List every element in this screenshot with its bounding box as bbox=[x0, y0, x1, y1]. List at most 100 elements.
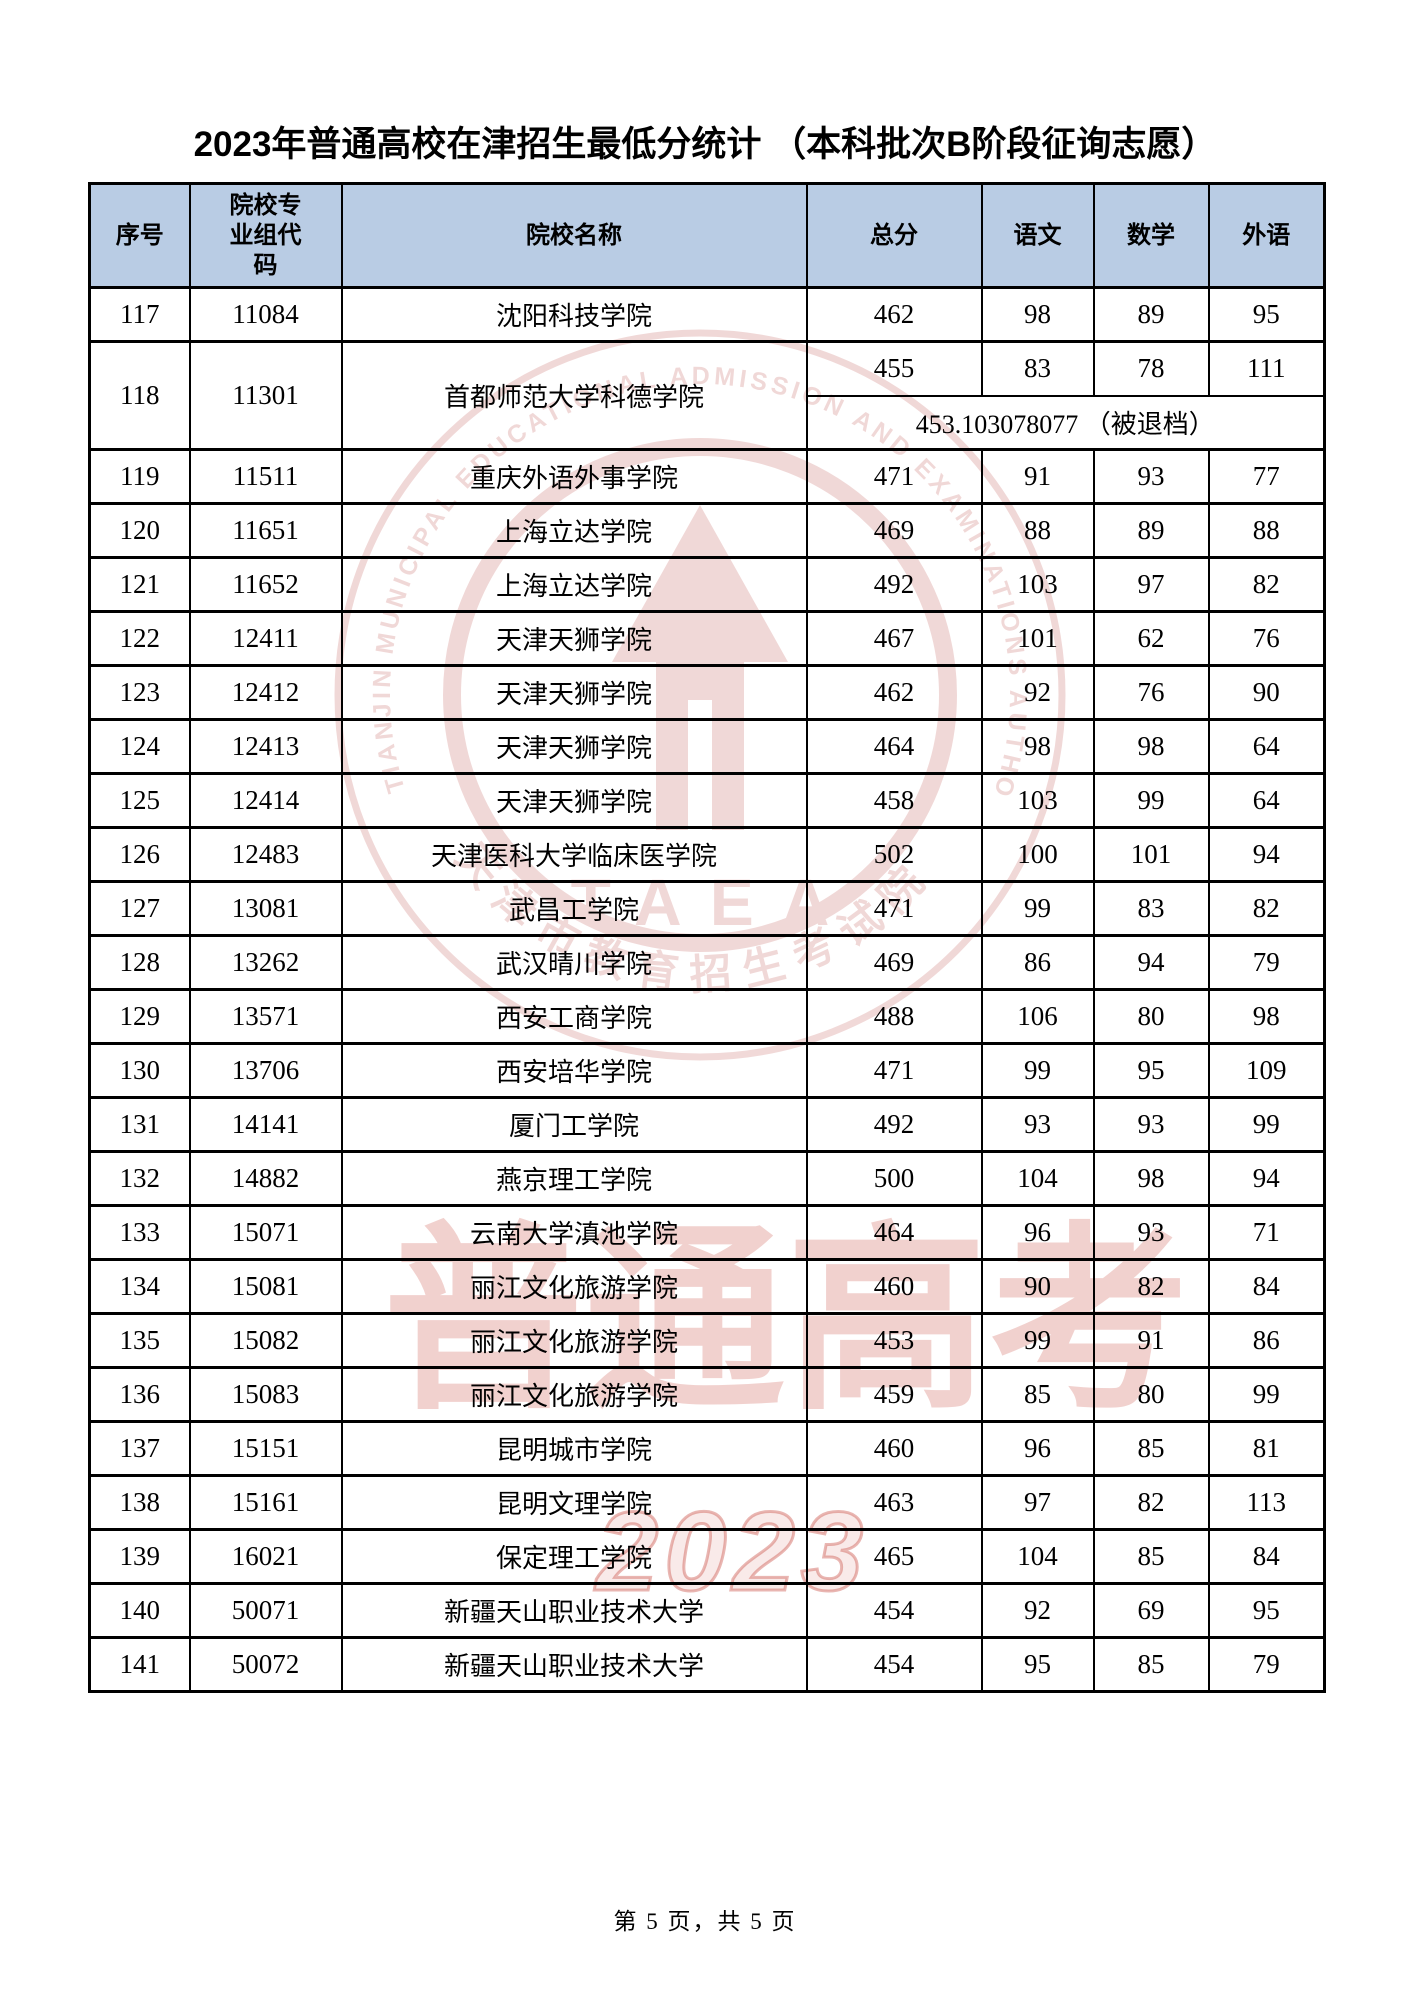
cell-foreign: 109 bbox=[1207, 1042, 1326, 1099]
header-total: 总分 bbox=[805, 182, 983, 289]
cell-name: 沈阳科技学院 bbox=[340, 286, 808, 343]
cell-foreign: 86 bbox=[1207, 1312, 1326, 1369]
table-row: 139 16021 保定理工学院 465 104 85 84 bbox=[88, 1528, 1326, 1585]
page-title: 2023年普通高校在津招生最低分统计 （本科批次B阶段征询志愿） bbox=[193, 125, 1217, 164]
cell-code: 13081 bbox=[188, 880, 343, 937]
cell-foreign: 64 bbox=[1207, 718, 1326, 775]
cell-chinese: 101 bbox=[980, 610, 1095, 667]
cell-total: 469 bbox=[805, 934, 983, 991]
cell-code: 12412 bbox=[188, 664, 343, 721]
cell-no: 122 bbox=[88, 610, 191, 667]
cell-name: 保定理工学院 bbox=[340, 1528, 808, 1585]
cell-name: 丽江文化旅游学院 bbox=[340, 1258, 808, 1315]
cell-total: 455 bbox=[805, 340, 983, 397]
cell-foreign: 77 bbox=[1207, 448, 1326, 505]
cell-math: 89 bbox=[1092, 502, 1210, 559]
cell-total: 458 bbox=[805, 772, 983, 829]
table-row: 120 11651 上海立达学院 469 88 89 88 bbox=[88, 502, 1326, 559]
cell-code: 12411 bbox=[188, 610, 343, 667]
cell-no: 124 bbox=[88, 718, 191, 775]
cell-total: 500 bbox=[805, 1150, 983, 1207]
cell-math: 85 bbox=[1092, 1636, 1210, 1693]
cell-chinese: 93 bbox=[980, 1096, 1095, 1153]
cell-chinese: 99 bbox=[980, 1042, 1095, 1099]
cell-no: 134 bbox=[88, 1258, 191, 1315]
cell-code: 11511 bbox=[188, 448, 343, 505]
table-row: 117 11084 沈阳科技学院 462 98 89 95 bbox=[88, 286, 1326, 343]
cell-total: 464 bbox=[805, 1204, 983, 1261]
cell-no: 137 bbox=[88, 1420, 191, 1477]
cell-math: 93 bbox=[1092, 1096, 1210, 1153]
cell-math: 93 bbox=[1092, 448, 1210, 505]
table-row: 131 14141 厦门工学院 492 93 93 99 bbox=[88, 1096, 1326, 1153]
cell-total: 454 bbox=[805, 1582, 983, 1639]
cell-math: 97 bbox=[1092, 556, 1210, 613]
cell-total: 465 bbox=[805, 1528, 983, 1585]
cell-math: 98 bbox=[1092, 1150, 1210, 1207]
cell-name: 武昌工学院 bbox=[340, 880, 808, 937]
cell-no: 133 bbox=[88, 1204, 191, 1261]
header-no: 序号 bbox=[88, 182, 191, 289]
page-number: 第 5 页，共 5 页 bbox=[613, 1909, 797, 1934]
table-row: 132 14882 燕京理工学院 500 104 98 94 bbox=[88, 1150, 1326, 1207]
cell-chinese: 83 bbox=[980, 340, 1095, 397]
header-foreign: 外语 bbox=[1207, 182, 1326, 289]
cell-name: 天津天狮学院 bbox=[340, 610, 808, 667]
cell-code: 13262 bbox=[188, 934, 343, 991]
cell-name: 新疆天山职业技术大学 bbox=[340, 1636, 808, 1693]
cell-code: 15151 bbox=[188, 1420, 343, 1477]
table-body: 117 11084 沈阳科技学院 462 98 89 95 118 11301 … bbox=[88, 286, 1326, 1693]
cell-name: 重庆外语外事学院 bbox=[340, 448, 808, 505]
cell-chinese: 90 bbox=[980, 1258, 1095, 1315]
cell-name: 西安培华学院 bbox=[340, 1042, 808, 1099]
cell-name: 昆明文理学院 bbox=[340, 1474, 808, 1531]
cell-no: 121 bbox=[88, 556, 191, 613]
cell-code: 12413 bbox=[188, 718, 343, 775]
cell-note: 453.103078077 （被退档） bbox=[805, 394, 1326, 451]
cell-chinese: 92 bbox=[980, 664, 1095, 721]
table-row: 128 13262 武汉晴川学院 469 86 94 79 bbox=[88, 934, 1326, 991]
table-row: 121 11652 上海立达学院 492 103 97 82 bbox=[88, 556, 1326, 613]
cell-no: 118 bbox=[88, 340, 191, 451]
cell-chinese: 98 bbox=[980, 718, 1095, 775]
cell-foreign: 79 bbox=[1207, 1636, 1326, 1693]
table-row: 130 13706 西安培华学院 471 99 95 109 bbox=[88, 1042, 1326, 1099]
cell-math: 85 bbox=[1092, 1528, 1210, 1585]
cell-no: 135 bbox=[88, 1312, 191, 1369]
cell-no: 126 bbox=[88, 826, 191, 883]
table-row: 135 15082 丽江文化旅游学院 453 99 91 86 bbox=[88, 1312, 1326, 1369]
cell-code: 11652 bbox=[188, 556, 343, 613]
cell-math: 80 bbox=[1092, 1366, 1210, 1423]
cell-total: 464 bbox=[805, 718, 983, 775]
cell-chinese: 100 bbox=[980, 826, 1095, 883]
cell-math: 95 bbox=[1092, 1042, 1210, 1099]
cell-math: 82 bbox=[1092, 1258, 1210, 1315]
cell-math: 80 bbox=[1092, 988, 1210, 1045]
cell-no: 119 bbox=[88, 448, 191, 505]
cell-total: 469 bbox=[805, 502, 983, 559]
cell-math: 82 bbox=[1092, 1474, 1210, 1531]
cell-name: 首都师范大学科德学院 bbox=[340, 340, 808, 451]
cell-foreign: 111 bbox=[1207, 340, 1326, 397]
cell-foreign: 84 bbox=[1207, 1258, 1326, 1315]
cell-chinese: 92 bbox=[980, 1582, 1095, 1639]
cell-chinese: 106 bbox=[980, 988, 1095, 1045]
cell-no: 136 bbox=[88, 1366, 191, 1423]
cell-no: 117 bbox=[88, 286, 191, 343]
cell-code: 15082 bbox=[188, 1312, 343, 1369]
table-header-row: 序号 院校专业组代码 院校名称 总分 语文 数学 外语 bbox=[88, 182, 1326, 289]
cell-code: 15081 bbox=[188, 1258, 343, 1315]
cell-no: 120 bbox=[88, 502, 191, 559]
cell-no: 139 bbox=[88, 1528, 191, 1585]
cell-name: 西安工商学院 bbox=[340, 988, 808, 1045]
cell-name: 昆明城市学院 bbox=[340, 1420, 808, 1477]
table-row: 118 11301 首都师范大学科德学院 455 83 78 111 bbox=[88, 340, 1326, 451]
cell-chinese: 91 bbox=[980, 448, 1095, 505]
cell-total: 459 bbox=[805, 1366, 983, 1423]
cell-foreign: 81 bbox=[1207, 1420, 1326, 1477]
cell-code: 50072 bbox=[188, 1636, 343, 1693]
table-row: 133 15071 云南大学滇池学院 464 96 93 71 bbox=[88, 1204, 1326, 1261]
cell-code: 14882 bbox=[188, 1150, 343, 1207]
cell-foreign: 84 bbox=[1207, 1528, 1326, 1585]
